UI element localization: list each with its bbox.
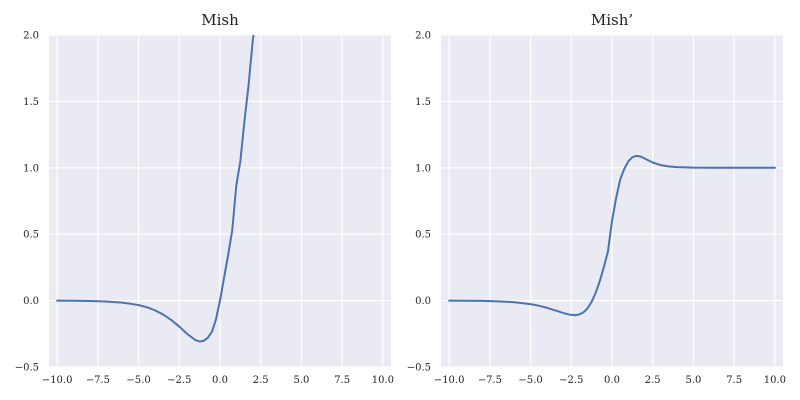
y-tick-label: 2.0 (23, 31, 39, 42)
series-line (448, 154, 776, 317)
y-tick-label: 1.0 (23, 163, 39, 174)
y-tick-label: 1.5 (415, 97, 431, 108)
x-tick-label: 0.0 (212, 375, 228, 386)
series-line (56, 35, 255, 343)
x-tick-label: 10.0 (764, 375, 786, 386)
x-tick-label: −10.0 (434, 375, 465, 386)
y-tick-label: 2.0 (415, 31, 431, 42)
chart-panel-mish-derivative: −10.0 −7.5 −5.0 −2.5 0.0 2.5 5.0 7.5 10.0 −0.5 0.0… (407, 11, 786, 386)
x-tick-label: −7.5 (86, 375, 110, 386)
y-tick-label: 0.5 (23, 230, 39, 241)
x-tick-label: 7.5 (334, 375, 350, 386)
x-tick-label: −2.5 (559, 375, 583, 386)
x-tick-label: 2.5 (645, 375, 661, 386)
x-tick-label: 5.0 (293, 375, 309, 386)
x-tick-label: −5.0 (126, 375, 150, 386)
y-tick-label: 1.5 (23, 97, 39, 108)
x-tick-label: −2.5 (167, 375, 191, 386)
y-tick-label: 0.0 (23, 296, 39, 307)
y-tick-label: 0.0 (415, 296, 431, 307)
chart-panel-mish: −10.0 −7.5 −5.0 −2.5 0.0 2.5 5.0 7.5 10.0 −0.5 0.0… (15, 11, 394, 386)
chart-title: Mish (201, 11, 239, 29)
x-tick-label: 2.5 (253, 375, 269, 386)
y-tick-label: −0.5 (407, 363, 431, 374)
x-tick-label: 0.0 (604, 375, 620, 386)
chart-title: Mish’ (591, 11, 633, 29)
x-tick-label: −10.0 (42, 375, 73, 386)
x-tick-label: −7.5 (478, 375, 502, 386)
x-tick-label: 10.0 (372, 375, 394, 386)
y-tick-label: 0.5 (415, 230, 431, 241)
x-tick-label: −5.0 (518, 375, 542, 386)
x-tick-label: 7.5 (726, 375, 742, 386)
y-tick-label: −0.5 (15, 363, 39, 374)
y-tick-label: 1.0 (415, 163, 431, 174)
x-tick-label: 5.0 (685, 375, 701, 386)
